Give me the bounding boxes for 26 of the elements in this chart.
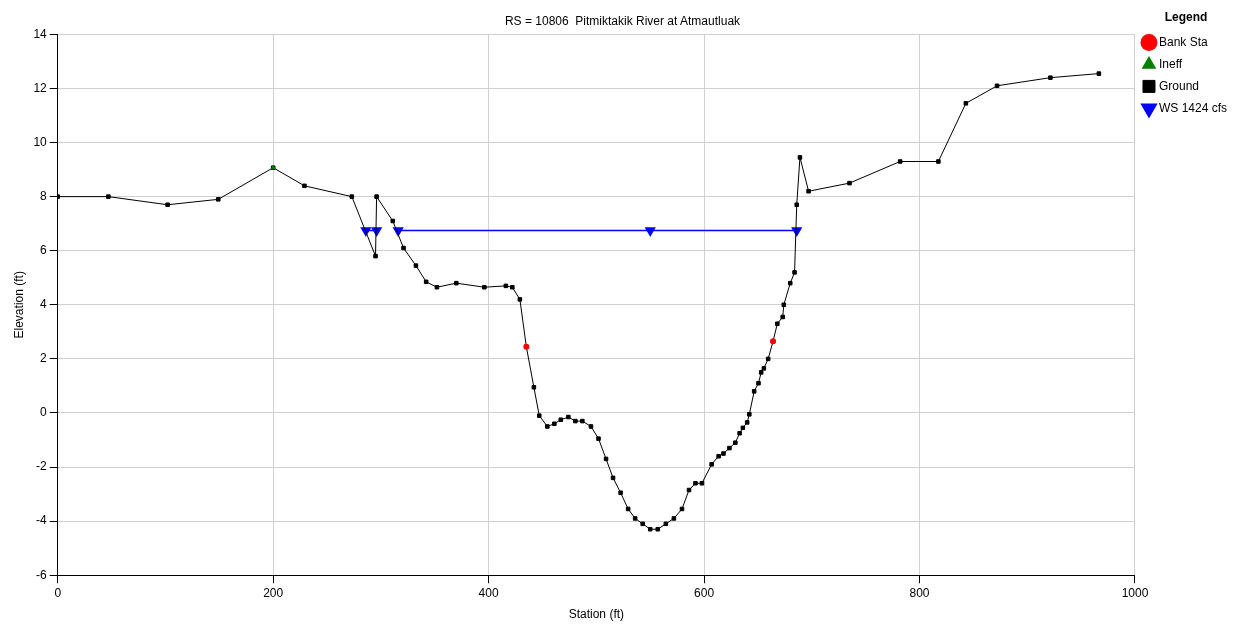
y-tick-label: 8: [40, 188, 48, 203]
y-tick-label: 14: [33, 26, 48, 41]
legend-label: Bank Sta: [1158, 34, 1208, 49]
x-tick-label: 200: [263, 585, 284, 600]
chart-title: RS = 10806 Pitmiktakik River at Atmautluak: [504, 13, 742, 28]
x-tick-label: 0: [54, 585, 62, 600]
legend-label: Ground: [1158, 78, 1199, 93]
y-tick-label: 4: [40, 297, 48, 312]
y-tick-label: 10: [33, 134, 48, 149]
legend-label: WS 1424 cfs: [1158, 100, 1227, 115]
y-tick-label: 2: [40, 351, 48, 366]
x-tick-label: 800: [909, 585, 930, 600]
y-tick-label: -6: [36, 567, 48, 582]
y-tick-label: 12: [33, 80, 48, 95]
legend-title: Legend: [1164, 10, 1208, 25]
x-axis-title: Station (ft): [568, 607, 625, 622]
x-tick-label: 400: [478, 585, 499, 600]
legend-label: Ineff: [1158, 56, 1183, 71]
x-tick-label: 1000: [1121, 585, 1149, 600]
y-tick-label: 0: [40, 405, 48, 420]
point: [645, 227, 656, 237]
y-tick-label: -2: [36, 459, 48, 474]
y-tick-label: -4: [36, 513, 48, 528]
y-tick-label: 6: [40, 243, 48, 258]
x-tick-label: 600: [694, 585, 715, 600]
y-axis-title: Elevation (ft): [11, 271, 26, 339]
